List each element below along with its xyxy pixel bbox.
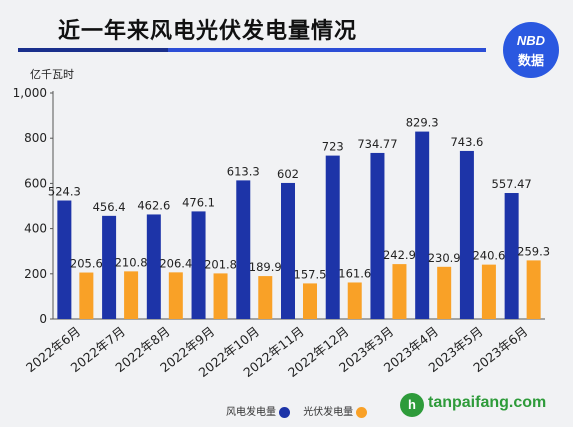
bar-wind <box>325 155 340 319</box>
bar-wind <box>191 211 206 319</box>
data-label-solar: 157.5 <box>294 267 327 281</box>
legend-item-solar: 光伏发电量 <box>303 403 371 418</box>
data-label-solar: 161.6 <box>338 266 371 280</box>
badge-subtitle: 数据 <box>517 53 544 68</box>
legend-swatch-wind <box>279 406 290 418</box>
data-label-wind: 456.4 <box>93 200 126 214</box>
y-tick-label: 1,000 <box>13 86 47 100</box>
data-label-wind: 524.3 <box>48 185 81 199</box>
title-rule-light <box>168 48 486 52</box>
bar-wind <box>146 214 161 319</box>
bar-solar <box>392 264 407 319</box>
legend: 风电发电量 光伏发电量 <box>226 403 377 418</box>
bar-wind <box>459 150 474 319</box>
bar-solar <box>124 271 139 319</box>
legend-item-wind: 风电发电量 <box>226 403 294 418</box>
y-axis-unit-label: 亿千瓦时 <box>30 68 74 81</box>
data-label-solar: 242.9 <box>383 248 416 262</box>
bar-solar <box>79 272 94 319</box>
chart-title: 近一年来风电光伏发电量情况 <box>58 19 358 44</box>
bar-solar <box>526 260 541 319</box>
data-label-solar: 201.8 <box>204 257 237 271</box>
nbd-data-badge: NBD 数据 <box>503 22 559 78</box>
badge-brand: NBD <box>516 33 546 48</box>
bar-solar <box>168 272 183 319</box>
data-label-wind: 829.3 <box>406 116 439 130</box>
y-tick-label: 800 <box>24 131 47 145</box>
data-label-wind: 734.77 <box>357 137 397 151</box>
title-bar: 近一年来风电光伏发电量情况 <box>0 0 573 58</box>
y-tick-label: 400 <box>24 222 47 236</box>
bar-wind <box>281 182 295 319</box>
bar-wind <box>415 131 430 319</box>
data-label-wind: 476.1 <box>182 195 215 209</box>
data-label-solar: 189.9 <box>249 260 282 274</box>
data-label-solar: 230.9 <box>428 251 461 265</box>
data-label-wind: 602 <box>277 167 299 181</box>
data-label-solar: 206.4 <box>159 256 192 270</box>
legend-label-solar: 光伏发电量 <box>303 407 354 418</box>
tanpaifang-watermark: h tanpaifang.com <box>400 391 568 421</box>
data-label-solar: 259.3 <box>517 244 550 258</box>
legend-label-wind: 风电发电量 <box>226 407 276 418</box>
data-label-solar: 240.6 <box>472 249 505 263</box>
bar-wind <box>504 193 519 319</box>
bar-wind <box>57 200 72 319</box>
data-label-wind: 743.6 <box>450 135 483 149</box>
bar-solar <box>347 282 362 319</box>
data-label-wind: 723 <box>322 140 344 154</box>
title-rule-dark <box>18 48 168 52</box>
y-tick-label: 0 <box>39 312 47 326</box>
tanpaifang-url: tanpaifang.com <box>428 394 547 411</box>
bar-solar <box>213 273 228 319</box>
bar-wind <box>236 180 251 319</box>
y-tick-label: 200 <box>24 267 47 281</box>
data-label-wind: 613.3 <box>227 164 260 178</box>
bar-solar <box>481 264 496 319</box>
data-label-solar: 205.6 <box>70 257 103 271</box>
bar-solar <box>437 266 452 319</box>
tanpaifang-logo-icon: h <box>400 393 424 417</box>
y-tick-label: 600 <box>24 176 47 190</box>
data-label-wind: 557.47 <box>492 177 532 191</box>
data-label-solar: 210.8 <box>115 255 148 269</box>
data-label-wind: 462.6 <box>137 198 170 212</box>
bar-wind <box>102 215 117 319</box>
legend-swatch-solar <box>356 406 368 418</box>
bar-wind <box>370 152 385 319</box>
bar-solar <box>258 276 273 319</box>
bar-solar <box>303 283 317 319</box>
